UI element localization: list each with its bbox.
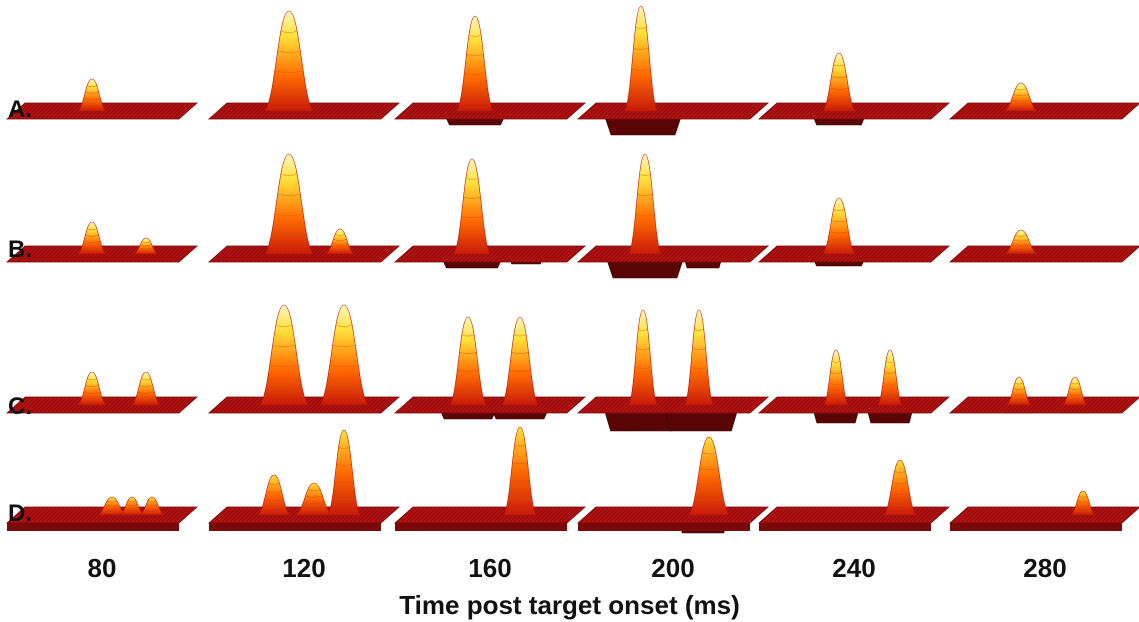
row-label-d: D.: [8, 500, 32, 527]
plane-3-2: [393, 506, 587, 531]
surface-panel-2-4: [757, 349, 951, 424]
surface-panel-0-2: [393, 15, 587, 126]
peak-1-0-1: [133, 237, 159, 255]
peak-1-5-0: [1004, 229, 1038, 255]
peak-3-3-0: [688, 436, 730, 516]
surface-panel-3-1: [207, 429, 401, 531]
plane-3-3: [576, 506, 770, 531]
surface-panel-3-2: [393, 426, 587, 531]
time-label-240: 240: [832, 553, 876, 583]
surface-panel-2-2: [393, 316, 587, 420]
surface-panel-1-1: [207, 153, 401, 263]
peak-2-4-1: [877, 349, 903, 406]
peak-2-5-0: [1006, 376, 1032, 406]
plane-0-5: [948, 102, 1139, 120]
peak-3-4-0: [883, 459, 917, 516]
peak-1-0-0: [77, 221, 107, 255]
peak-3-5-0: [1070, 490, 1096, 516]
plane-0-3: [576, 102, 770, 120]
row-label-c: C.: [8, 393, 32, 420]
peak-2-3-1: [684, 309, 714, 406]
peak-2-1-1: [319, 304, 369, 406]
x-axis-title: Time post target onset (ms): [399, 590, 740, 620]
peak-0-4-0: [822, 52, 856, 112]
peak-0-1-0: [264, 10, 314, 112]
surface-panel-1-2: [393, 158, 587, 269]
peak-0-5-0: [1003, 82, 1039, 112]
surface-panel-3-5: [948, 490, 1139, 531]
peak-2-2-0: [449, 316, 487, 406]
plane-2-4: [757, 396, 951, 414]
peak-0-3-0: [624, 5, 658, 112]
surface-panel-2-3: [576, 309, 770, 432]
peak-3-2-0: [503, 426, 537, 516]
row-label-a: A.: [8, 96, 32, 123]
peak-2-0-1: [131, 371, 161, 406]
plane-2-3: [576, 396, 770, 414]
surface-panel-2-1: [207, 304, 401, 414]
peak-0-0-0: [77, 78, 107, 112]
peak-3-0-1: [119, 496, 145, 516]
surface-panel-1-4: [757, 197, 951, 267]
peak-1-4-0: [822, 197, 856, 255]
plane-1-3: [576, 245, 770, 263]
time-label-280: 280: [1023, 553, 1067, 583]
peak-2-4-0: [823, 349, 849, 406]
time-label-80: 80: [87, 553, 117, 583]
plane-3-4: [757, 506, 951, 531]
surface-panel-1-5: [948, 229, 1139, 263]
plane-1-5: [948, 245, 1139, 263]
peak-2-5-1: [1062, 376, 1088, 406]
peak-2-3-0: [628, 309, 658, 406]
peak-1-1-0: [264, 153, 314, 255]
peak-0-2-0: [456, 15, 494, 112]
time-label-200: 200: [651, 553, 695, 583]
peak-3-1-2: [327, 429, 361, 516]
surface-panel-2-0: [5, 371, 199, 414]
peak-2-1-0: [259, 304, 309, 406]
peak-1-1-1: [324, 228, 356, 255]
plane-3-5: [948, 506, 1139, 531]
surface-panel-0-5: [948, 82, 1139, 120]
peak-2-2-1: [501, 316, 539, 406]
peak-3-1-0: [257, 474, 291, 516]
peak-1-2-0: [453, 158, 491, 255]
row-label-b: B.: [8, 236, 32, 263]
peak-3-1-1: [294, 482, 334, 516]
peak-3-0-2: [139, 496, 165, 516]
plane-2-5: [948, 396, 1139, 414]
surface-panel-0-4: [757, 52, 951, 126]
peak-3-0-0: [97, 496, 127, 516]
time-label-120: 120: [282, 553, 326, 583]
plane-2-2: [393, 396, 587, 414]
peak-1-3-0: [628, 153, 662, 255]
surface-panel-2-5: [948, 376, 1139, 414]
surface-panel-3-0: [5, 496, 199, 531]
surface-panel-0-0: [5, 78, 199, 120]
surface-panel-1-0: [5, 221, 199, 263]
time-label-160: 160: [468, 553, 512, 583]
surface-panel-1-3: [576, 153, 770, 279]
surface-panel-3-4: [757, 459, 951, 531]
peak-2-0-0: [77, 371, 107, 406]
surface-panel-0-1: [207, 10, 401, 120]
surface-panel-3-3: [576, 436, 770, 534]
surface-panel-0-3: [576, 5, 770, 136]
